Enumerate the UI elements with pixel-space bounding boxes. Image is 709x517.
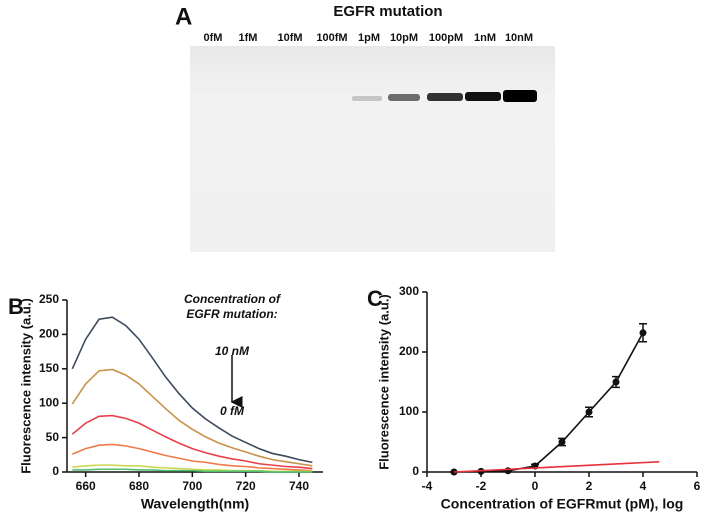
series-line xyxy=(71,414,313,470)
lane-label: 100fM xyxy=(316,32,347,44)
y-tick-label: 0 xyxy=(412,464,419,478)
x-tick-label: 680 xyxy=(129,479,149,493)
series-line xyxy=(71,368,313,467)
x-tick-label: 700 xyxy=(182,479,202,493)
annotation: 0 fM xyxy=(220,404,245,418)
series-line xyxy=(72,468,313,473)
lane-label: 10nM xyxy=(505,32,533,44)
point xyxy=(639,329,647,337)
panel-label: A xyxy=(175,3,192,30)
lane-label: 10pM xyxy=(390,32,418,44)
lane-label: 1fM xyxy=(239,32,258,44)
point xyxy=(612,378,620,386)
y-tick-label: 200 xyxy=(399,344,419,358)
gel-bands xyxy=(352,90,537,102)
x-tick-label: -4 xyxy=(422,479,433,493)
x-tick-label: 4 xyxy=(640,479,647,493)
y-tick-label: 250 xyxy=(39,292,59,306)
series-line xyxy=(453,332,644,473)
y-tick-label: 100 xyxy=(399,404,419,418)
gel-title: EGFR mutation xyxy=(333,3,442,20)
x-tick-label: 740 xyxy=(289,479,309,493)
x-tick-label: 6 xyxy=(694,479,701,493)
lane-label: 1pM xyxy=(358,32,380,44)
gel-image xyxy=(190,46,555,252)
x-tick-label: 0 xyxy=(532,479,539,493)
lane-label: 100pM xyxy=(429,32,463,44)
point xyxy=(558,438,566,446)
y-tick-label: 150 xyxy=(39,361,59,375)
annotation: Concentration of xyxy=(184,292,281,306)
y-axis-label: Fluorescence intensity (a.u.) xyxy=(376,294,391,470)
series-line xyxy=(71,316,313,464)
annotation: EGFR mutation: xyxy=(186,307,277,321)
lane-label: 1nM xyxy=(474,32,496,44)
y-axis-label: Fluorescence intensity (a.u.) xyxy=(18,298,33,474)
point xyxy=(504,467,512,475)
x-tick-label: 2 xyxy=(586,479,593,493)
x-axis-label: Concentration of EGFRmut (pM), log xyxy=(441,496,684,512)
panel-label: C xyxy=(367,286,383,311)
lane-label: 10fM xyxy=(277,32,302,44)
lane-label: 0fM xyxy=(204,32,223,44)
annotation: 10 nM xyxy=(215,344,250,358)
y-tick-label: 50 xyxy=(46,430,60,444)
x-tick-label: -2 xyxy=(476,479,487,493)
x-tick-label: 720 xyxy=(236,479,256,493)
y-tick-label: 200 xyxy=(39,327,59,341)
point xyxy=(585,408,593,416)
panel-label: B xyxy=(8,294,24,319)
series-line xyxy=(72,443,313,472)
series-line xyxy=(453,461,660,473)
x-tick-label: 660 xyxy=(76,479,96,493)
y-tick-label: 300 xyxy=(399,284,419,298)
y-tick-label: 0 xyxy=(52,464,59,478)
y-tick-label: 100 xyxy=(39,395,59,409)
x-axis-label: Wavelength(nm) xyxy=(141,496,249,512)
